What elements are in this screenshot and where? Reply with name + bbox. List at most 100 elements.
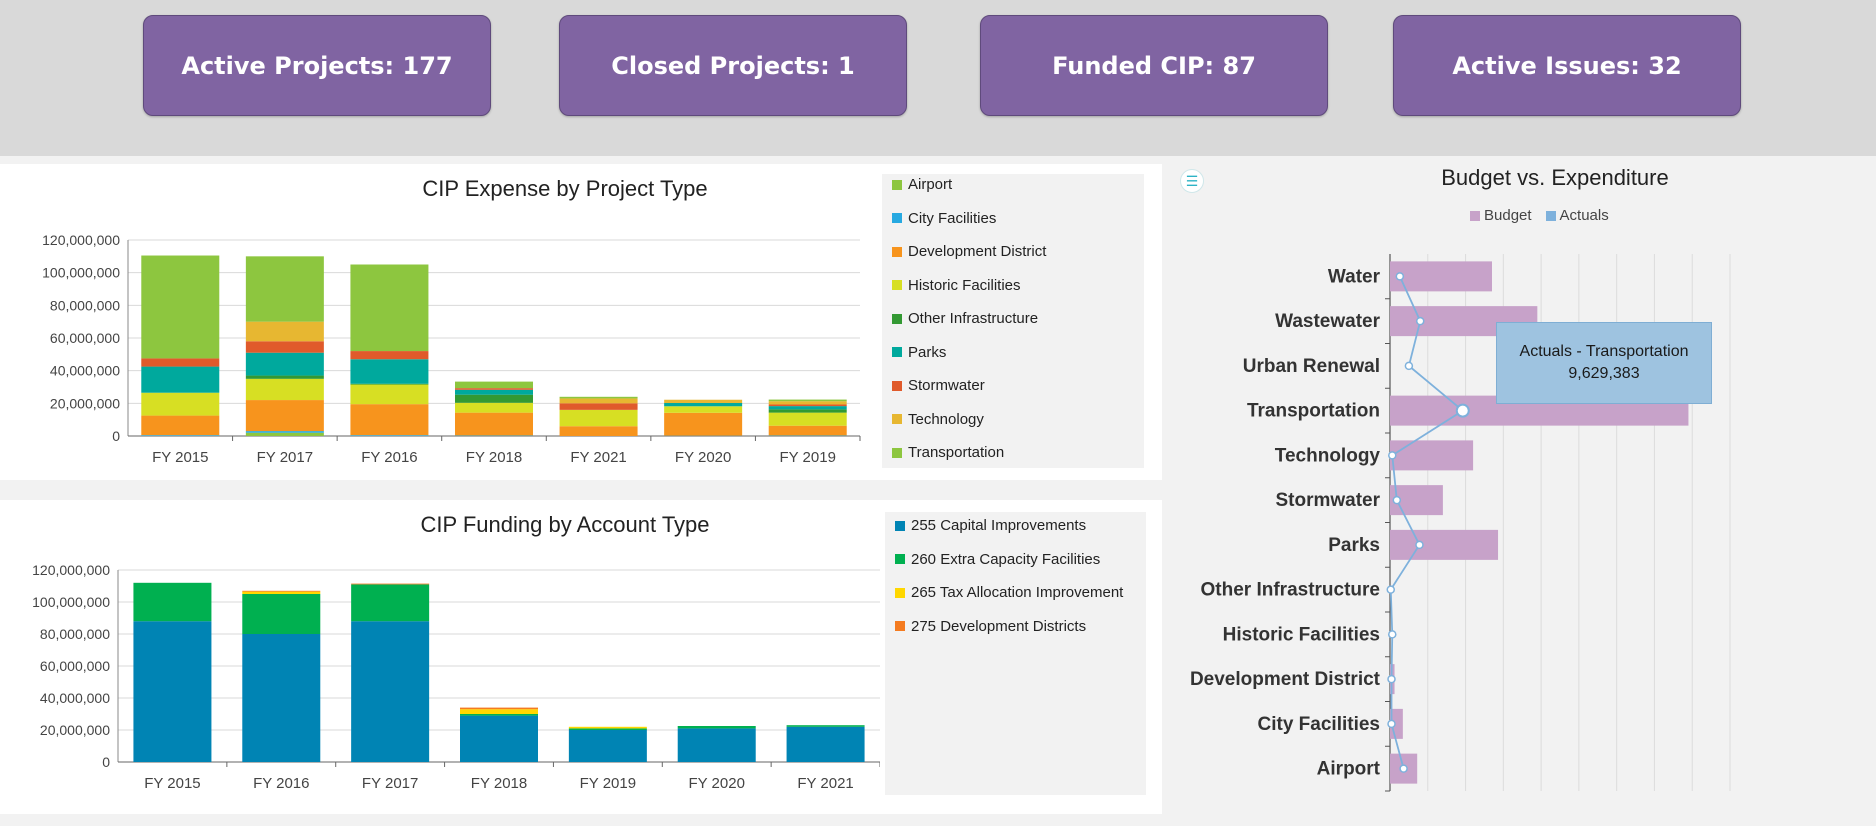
bar-segment-other-infrastructure[interactable] xyxy=(455,394,533,403)
bar-segment-255-capital-improvements[interactable] xyxy=(786,726,865,762)
legend-label-budget: Budget xyxy=(1484,207,1532,224)
bar-segment-275-development-districts[interactable] xyxy=(242,590,321,592)
kpi-funded-cip[interactable]: Funded CIP: 87 xyxy=(980,15,1328,116)
chart-menu-button[interactable]: ☰ xyxy=(1180,169,1204,193)
bar-segment-development-district[interactable] xyxy=(245,400,324,432)
bar-segment-other-infrastructure[interactable] xyxy=(245,375,324,379)
bar-segment-transportation[interactable] xyxy=(245,256,324,322)
legend-item[interactable]: Stormwater xyxy=(892,377,985,394)
bar-segment-parks[interactable] xyxy=(245,352,324,376)
bar-segment-parks[interactable] xyxy=(664,403,743,407)
bar-segment-historic-facilities[interactable] xyxy=(350,384,429,405)
bar-segment-stormwater[interactable] xyxy=(141,358,220,367)
bar-segment-255-capital-improvements[interactable] xyxy=(677,728,756,762)
actuals-point[interactable] xyxy=(1399,764,1408,773)
legend-item[interactable]: 265 Tax Allocation Improvement xyxy=(895,584,1123,601)
bar-segment-stormwater[interactable] xyxy=(350,351,429,360)
actuals-point[interactable] xyxy=(1387,719,1396,729)
bar-segment-265-tax-allocation-improvement[interactable] xyxy=(460,709,538,714)
legend-item[interactable]: Other Infrastructure xyxy=(892,310,1038,327)
bar-segment-development-district[interactable] xyxy=(664,412,743,436)
actuals-point[interactable] xyxy=(1388,451,1397,460)
legend-item[interactable]: Technology xyxy=(892,411,984,428)
bar-segment-275-development-districts[interactable] xyxy=(351,583,430,585)
bar-segment-development-district[interactable] xyxy=(141,415,220,436)
bar-segment-parks[interactable] xyxy=(455,389,533,395)
legend-item[interactable]: 275 Development Districts xyxy=(895,618,1086,635)
actuals-point[interactable] xyxy=(1455,403,1470,418)
bar-segment-technology[interactable] xyxy=(245,321,324,342)
bar-segment-historic-facilities[interactable] xyxy=(664,406,743,413)
legend-item[interactable]: Airport xyxy=(892,176,952,193)
budget-bar[interactable] xyxy=(1390,261,1492,292)
bar-segment-255-capital-improvements[interactable] xyxy=(242,634,321,762)
budget-bar[interactable] xyxy=(1390,440,1474,471)
bar-segment-technology[interactable] xyxy=(559,398,638,404)
kpi-active-issues[interactable]: Active Issues: 32 xyxy=(1393,15,1741,116)
bar-segment-development-district[interactable] xyxy=(768,425,847,436)
bar-segment-260-extra-capacity-facilities[interactable] xyxy=(786,725,865,727)
legend-item[interactable]: City Facilities xyxy=(892,210,996,227)
legend-item[interactable]: 260 Extra Capacity Facilities xyxy=(895,551,1100,568)
bar-segment-city-facilities[interactable] xyxy=(141,435,220,436)
bar-segment-265-tax-allocation-improvement[interactable] xyxy=(242,591,321,594)
legend-item-budget[interactable]: Budget xyxy=(1470,207,1532,224)
bar-segment-historic-facilities[interactable] xyxy=(455,402,533,413)
bar-segment-transportation[interactable] xyxy=(768,399,847,402)
bar-segment-development-district[interactable] xyxy=(350,404,429,436)
bar-segment-260-extra-capacity-facilities[interactable] xyxy=(133,582,212,622)
bar-segment-stormwater[interactable] xyxy=(559,403,638,410)
bar-segment-stormwater[interactable] xyxy=(245,341,324,353)
bar-segment-parks[interactable] xyxy=(768,406,847,410)
bar-segment-city-facilities[interactable] xyxy=(245,431,324,433)
legend-item[interactable]: 255 Capital Improvements xyxy=(895,517,1086,534)
bar-segment-260-extra-capacity-facilities[interactable] xyxy=(351,584,430,622)
bar-segment-transportation[interactable] xyxy=(141,255,220,359)
bar-segment-technology[interactable] xyxy=(768,401,847,405)
bar-segment-255-capital-improvements[interactable] xyxy=(133,621,212,762)
actuals-point[interactable] xyxy=(1392,495,1402,505)
bar-segment-255-capital-improvements[interactable] xyxy=(351,621,430,762)
bar-segment-city-facilities[interactable] xyxy=(350,435,429,436)
bar-segment-255-capital-improvements[interactable] xyxy=(460,715,538,762)
bar-segment-stormwater[interactable] xyxy=(768,404,847,407)
actuals-point[interactable] xyxy=(1404,361,1414,371)
bar-segment-transportation[interactable] xyxy=(455,381,533,389)
bar-segment-historic-facilities[interactable] xyxy=(245,378,324,401)
budget-bar[interactable] xyxy=(1390,529,1499,560)
bar-segment-260-extra-capacity-facilities[interactable] xyxy=(677,726,756,729)
bar-segment-255-capital-improvements[interactable] xyxy=(568,730,647,762)
bar-segment-technology[interactable] xyxy=(664,399,743,404)
bar-segment-275-development-districts[interactable] xyxy=(460,707,538,710)
actuals-point[interactable] xyxy=(1388,630,1397,639)
bar-segment-other-infrastructure[interactable] xyxy=(350,383,429,385)
legend-item[interactable]: Transportation xyxy=(892,444,1004,461)
bar-segment-historic-facilities[interactable] xyxy=(559,409,638,427)
actuals-point[interactable] xyxy=(1386,585,1396,594)
legend-item[interactable]: Parks xyxy=(892,344,946,361)
legend-item[interactable]: Development District xyxy=(892,243,1046,260)
bar-segment-historic-facilities[interactable] xyxy=(141,392,220,416)
bar-segment-development-district[interactable] xyxy=(559,426,638,436)
bar-segment-260-extra-capacity-facilities[interactable] xyxy=(460,714,538,716)
bar-segment-transportation[interactable] xyxy=(559,396,638,399)
bar-segment-265-tax-allocation-improvement[interactable] xyxy=(568,726,647,729)
legend-item-actuals[interactable]: Actuals xyxy=(1545,207,1609,224)
bar-segment-parks[interactable] xyxy=(350,359,429,384)
actuals-point[interactable] xyxy=(1395,272,1405,281)
actuals-point[interactable] xyxy=(1387,674,1396,684)
bar-segment-260-extra-capacity-facilities[interactable] xyxy=(568,728,647,730)
bar-segment-transportation[interactable] xyxy=(350,264,429,352)
bar-segment-historic-facilities[interactable] xyxy=(768,412,847,426)
bar-segment-airport[interactable] xyxy=(245,432,324,436)
bar-segment-parks[interactable] xyxy=(141,366,220,393)
bar-segment-stormwater[interactable] xyxy=(455,388,533,390)
bar-segment-260-extra-capacity-facilities[interactable] xyxy=(242,594,321,634)
legend-item[interactable]: Historic Facilities xyxy=(892,277,1021,294)
bar-segment-development-district[interactable] xyxy=(455,412,533,436)
actuals-point[interactable] xyxy=(1415,316,1425,326)
kpi-active-projects[interactable]: Active Projects: 177 xyxy=(143,15,491,116)
bar-segment-other-infrastructure[interactable] xyxy=(768,409,847,413)
kpi-closed-projects[interactable]: Closed Projects: 1 xyxy=(559,15,907,116)
actuals-point[interactable] xyxy=(1415,540,1424,550)
